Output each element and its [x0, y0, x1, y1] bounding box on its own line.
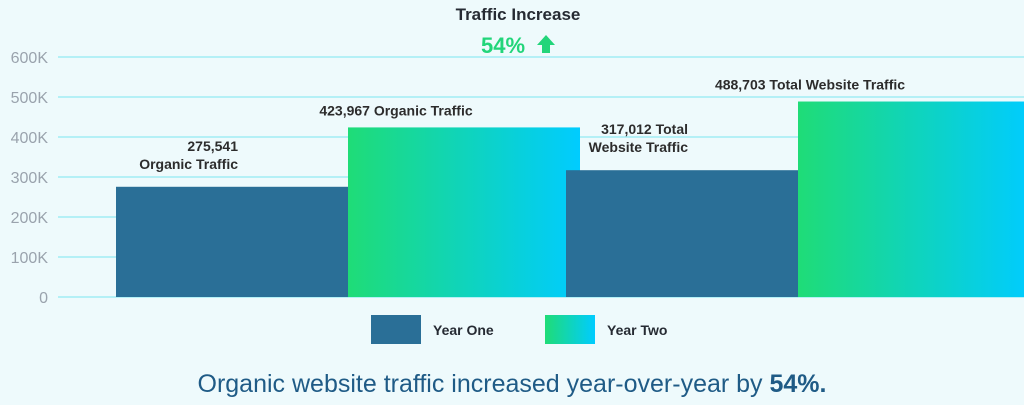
- data-label: Organic Traffic: [139, 156, 238, 172]
- data-label: 423,967 Organic Traffic: [319, 102, 473, 118]
- data-label: 488,703 Total Website Traffic: [715, 77, 905, 93]
- legend-label: Year One: [433, 322, 494, 338]
- bars: [116, 101, 1024, 297]
- summary-caption: Organic website traffic increased year-o…: [0, 370, 1024, 399]
- y-tick-label: 600K: [11, 50, 49, 67]
- caption-highlight: 54%.: [769, 370, 827, 398]
- y-tick-label: 500K: [11, 90, 49, 107]
- legend-swatch: [545, 315, 595, 344]
- legend: Year One Year Two: [371, 315, 667, 344]
- increase-percent: 54%: [481, 33, 525, 58]
- data-label: 275,541: [187, 138, 238, 154]
- bar-year-two: [348, 127, 580, 297]
- y-axis: 0 100K 200K 300K 400K 500K 600K: [11, 50, 49, 307]
- legend-swatch: [371, 315, 421, 344]
- bar-year-one: [116, 186, 348, 297]
- y-tick-label: 100K: [11, 250, 49, 267]
- y-tick-label: 200K: [11, 210, 49, 227]
- bar-chart: 0 100K 200K 300K 400K 500K 600K 275,541 Organic…: [11, 5, 1024, 344]
- up-arrow-icon: [537, 35, 555, 53]
- caption-text: Organic website traffic increased year-o…: [197, 370, 770, 398]
- bar-year-one: [566, 170, 798, 297]
- data-label: Website Traffic: [589, 139, 689, 155]
- y-tick-label: 300K: [11, 170, 49, 187]
- bar-year-two: [798, 101, 1024, 297]
- legend-label: Year Two: [607, 322, 667, 338]
- chart-title: Traffic Increase: [456, 5, 581, 24]
- data-label: 317,012 Total: [601, 121, 688, 137]
- y-tick-label: 400K: [11, 130, 49, 147]
- y-tick-label: 0: [39, 290, 48, 307]
- data-labels: 275,541 Organic Traffic 423,967 Organic Tr…: [139, 77, 905, 172]
